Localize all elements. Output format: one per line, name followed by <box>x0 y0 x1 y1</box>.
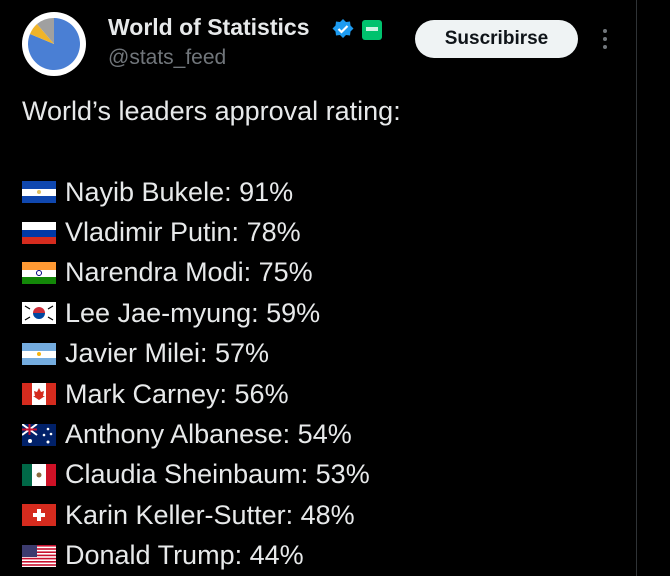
flag-icon <box>22 221 56 244</box>
rating-item: Claudia Sheinbaum: 53% <box>22 455 370 495</box>
rating-text: Javier Milei: 57% <box>65 338 270 369</box>
rating-list: Nayib Bukele: 91% Vladimir Putin: 78% Nare… <box>22 172 370 576</box>
rating-text: Vladimir Putin: 78% <box>65 217 301 248</box>
flag-icon <box>22 342 56 365</box>
rating-item: Karin Keller-Sutter: 48% <box>22 495 370 535</box>
account-handle[interactable]: @stats_feed <box>108 46 227 69</box>
rating-item: Donald Trump: 44% <box>22 536 370 576</box>
flag-icon <box>22 383 56 406</box>
rating-item: Narendra Modi: 75% <box>22 253 370 293</box>
rating-text: Mark Carney: 56% <box>65 378 289 409</box>
subscribe-button[interactable]: Suscribirse <box>415 20 578 58</box>
flag-icon <box>22 261 56 284</box>
rating-item: Nayib Bukele: 91% <box>22 172 370 212</box>
rating-text: Anthony Albanese: 54% <box>65 419 352 450</box>
more-menu[interactable] <box>600 28 610 52</box>
flag-icon <box>22 504 56 527</box>
divider <box>636 0 637 576</box>
flag-icon <box>22 463 56 486</box>
badges <box>332 19 382 40</box>
flag-icon <box>22 423 56 446</box>
rating-text: Donald Trump: 44% <box>65 540 304 571</box>
post-text: World’s leaders approval rating: <box>22 96 401 126</box>
rating-text: Narendra Modi: 75% <box>65 257 313 288</box>
rating-item: Javier Milei: 57% <box>22 334 370 374</box>
account-name[interactable]: World of Statistics <box>108 14 310 40</box>
rating-text: Claudia Sheinbaum: 53% <box>65 459 370 490</box>
flag-icon <box>22 181 56 204</box>
rating-item: Anthony Albanese: 54% <box>22 414 370 454</box>
rating-item: Lee Jae-myung: 59% <box>22 293 370 333</box>
flag-icon <box>22 544 56 567</box>
rating-item: Vladimir Putin: 78% <box>22 212 370 252</box>
avatar[interactable] <box>22 12 86 76</box>
rating-text: Nayib Bukele: 91% <box>65 176 294 207</box>
rating-text: Lee Jae-myung: 59% <box>65 297 321 328</box>
flag-icon <box>22 302 56 325</box>
rating-item: Mark Carney: 56% <box>22 374 370 414</box>
rating-text: Karin Keller-Sutter: 48% <box>65 499 355 530</box>
